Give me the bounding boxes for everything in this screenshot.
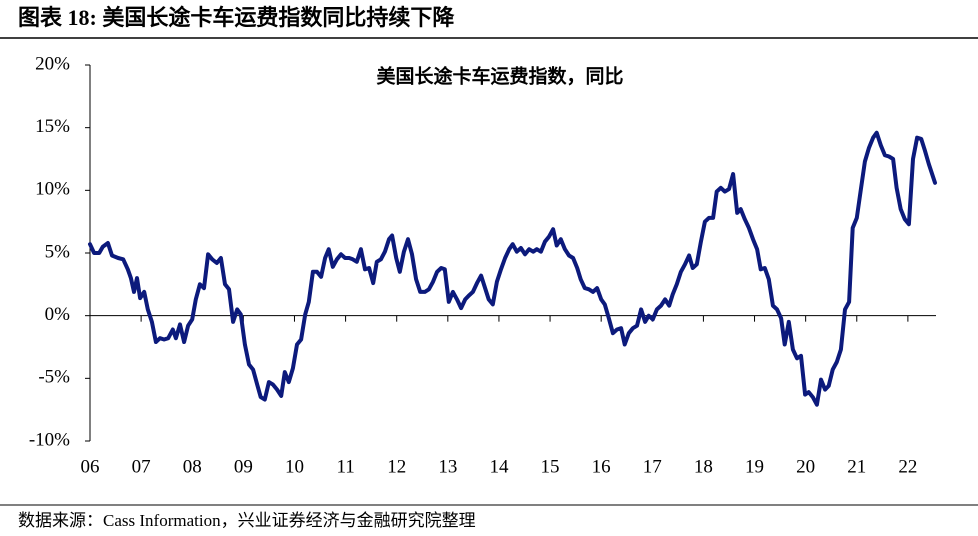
y-tick-label: 20%	[35, 53, 70, 74]
x-tick-label: 14	[489, 456, 509, 477]
x-tick-label: 08	[183, 456, 202, 477]
x-tick-label: 20	[796, 456, 815, 477]
y-tick-label: 5%	[45, 241, 71, 262]
x-tick-label: 11	[336, 456, 354, 477]
y-tick-label: 15%	[35, 116, 70, 137]
y-tick-label: 10%	[35, 179, 70, 200]
page-title: 图表 18: 美国长途卡车运费指数同比持续下降	[18, 5, 455, 30]
x-tick-label: 22	[898, 456, 917, 477]
x-tick-label: 12	[387, 456, 406, 477]
x-tick-label: 21	[847, 456, 866, 477]
x-tick-label: 15	[541, 456, 560, 477]
chart-title: 美国长途卡车运费指数，同比	[376, 65, 623, 88]
y-tick-label: 0%	[45, 304, 71, 325]
x-tick-label: 19	[745, 456, 764, 477]
line	[88, 130, 937, 407]
y-tick-label: -5%	[38, 367, 70, 388]
x-tick-label: 17	[643, 456, 662, 477]
x-tick-label: 18	[694, 456, 713, 477]
x-tick-label: 06	[81, 456, 100, 477]
x-tick-label: 09	[234, 456, 253, 477]
x-tick-label: 13	[438, 456, 457, 477]
x-tick-label: 07	[132, 456, 151, 477]
source: 数据来源：Cass Information，兴业证券经济与金融研究院整理	[18, 511, 476, 530]
y-tick-label: -10%	[29, 429, 70, 450]
x-tick-label: 10	[285, 456, 304, 477]
x-tick-label: 16	[592, 456, 611, 477]
